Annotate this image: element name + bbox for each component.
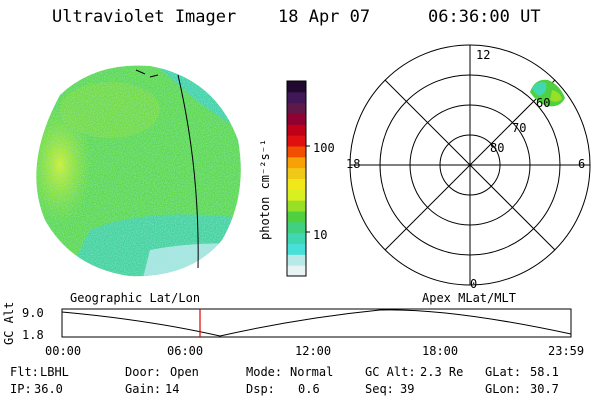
timeline-left-title: Geographic Lat/Lon: [70, 291, 201, 305]
colorbar-segment: [287, 81, 306, 93]
info-seq-label: Seq:: [365, 382, 394, 396]
info-gain-value: 14: [165, 382, 180, 396]
timeline-xtick-1200: 12:00: [295, 344, 332, 358]
colorbar-segment: [287, 232, 306, 244]
mlt-label-0: 0: [470, 277, 478, 291]
observation-date: 18 Apr 07: [278, 7, 371, 27]
info-ip-label: IP:: [10, 382, 32, 396]
colorbar-segment: [287, 189, 306, 201]
info-gain-label: Gain:: [125, 382, 162, 396]
timeline-right-title: Apex MLat/MLT: [422, 291, 516, 305]
colorbar-segment: [287, 178, 306, 190]
colorbar-tick-100: 100: [313, 141, 335, 155]
mlt-label-6: 6: [578, 157, 586, 171]
instrument-title: Ultraviolet Imager: [52, 7, 237, 27]
info-flt-label: Flt:: [10, 365, 39, 379]
colorbar-segment: [287, 211, 306, 223]
timeline-xtick-2359: 23:59: [548, 344, 585, 358]
info-gcalt-label: GC Alt:: [365, 365, 416, 379]
mlat-label-80: 80: [490, 141, 505, 155]
aurora-patch: [530, 79, 565, 107]
colorbar-segment: [287, 265, 306, 277]
timeline-xtick-1800: 18:00: [422, 344, 459, 358]
info-glat-label: GLat:: [485, 365, 522, 379]
mlat-label-60: 60: [536, 96, 551, 110]
info-seq-value: 39: [400, 382, 415, 396]
colorbar-segment: [287, 254, 306, 266]
timeline-ytick-1-8: 1.8: [22, 328, 44, 342]
observation-time: 06:36:00 UT: [428, 7, 541, 27]
mlt-label-18: 18: [346, 157, 361, 171]
colorbar-segment: [287, 102, 306, 114]
mlt-label-12: 12: [476, 48, 491, 62]
info-flt-value: LBHL: [40, 365, 69, 379]
colorbar-segment: [287, 113, 306, 125]
colorbar-tick-10: 10: [313, 228, 328, 242]
info-glon-value: 30.7: [530, 382, 559, 396]
mlat-label-70: 70: [512, 121, 527, 135]
info-mode-label: Mode:: [246, 365, 283, 379]
colorbar-frame: [286, 80, 307, 277]
colorbar-segment: [287, 167, 306, 179]
colorbar-segment: [287, 124, 306, 136]
info-dsp-label: Dsp:: [246, 382, 275, 396]
timeline-ytick-9: 9.0: [22, 306, 44, 320]
info-glat-value: 58.1: [530, 365, 559, 379]
colorbar-segment: [287, 200, 306, 212]
info-mode-value: Normal: [290, 365, 334, 379]
colorbar-segment: [287, 91, 306, 104]
colorbar-segment: [287, 135, 306, 147]
info-gcalt-value: 2.3 Re: [420, 365, 464, 379]
info-door-label: Door:: [125, 365, 162, 379]
timeline-xtick-0000: 00:00: [45, 344, 82, 358]
colorbar-segment: [287, 146, 306, 158]
info-ip-value: 36.0: [34, 382, 63, 396]
info-dsp-value: 0.6: [298, 382, 320, 396]
info-glon-label: GLon:: [485, 382, 522, 396]
colorbar-segment: [287, 221, 306, 234]
timeline-xtick-0600: 06:00: [167, 344, 204, 358]
colorbar-segment: [287, 243, 306, 255]
colorbar-segment: [287, 156, 306, 169]
info-door-value: Open: [170, 365, 199, 379]
